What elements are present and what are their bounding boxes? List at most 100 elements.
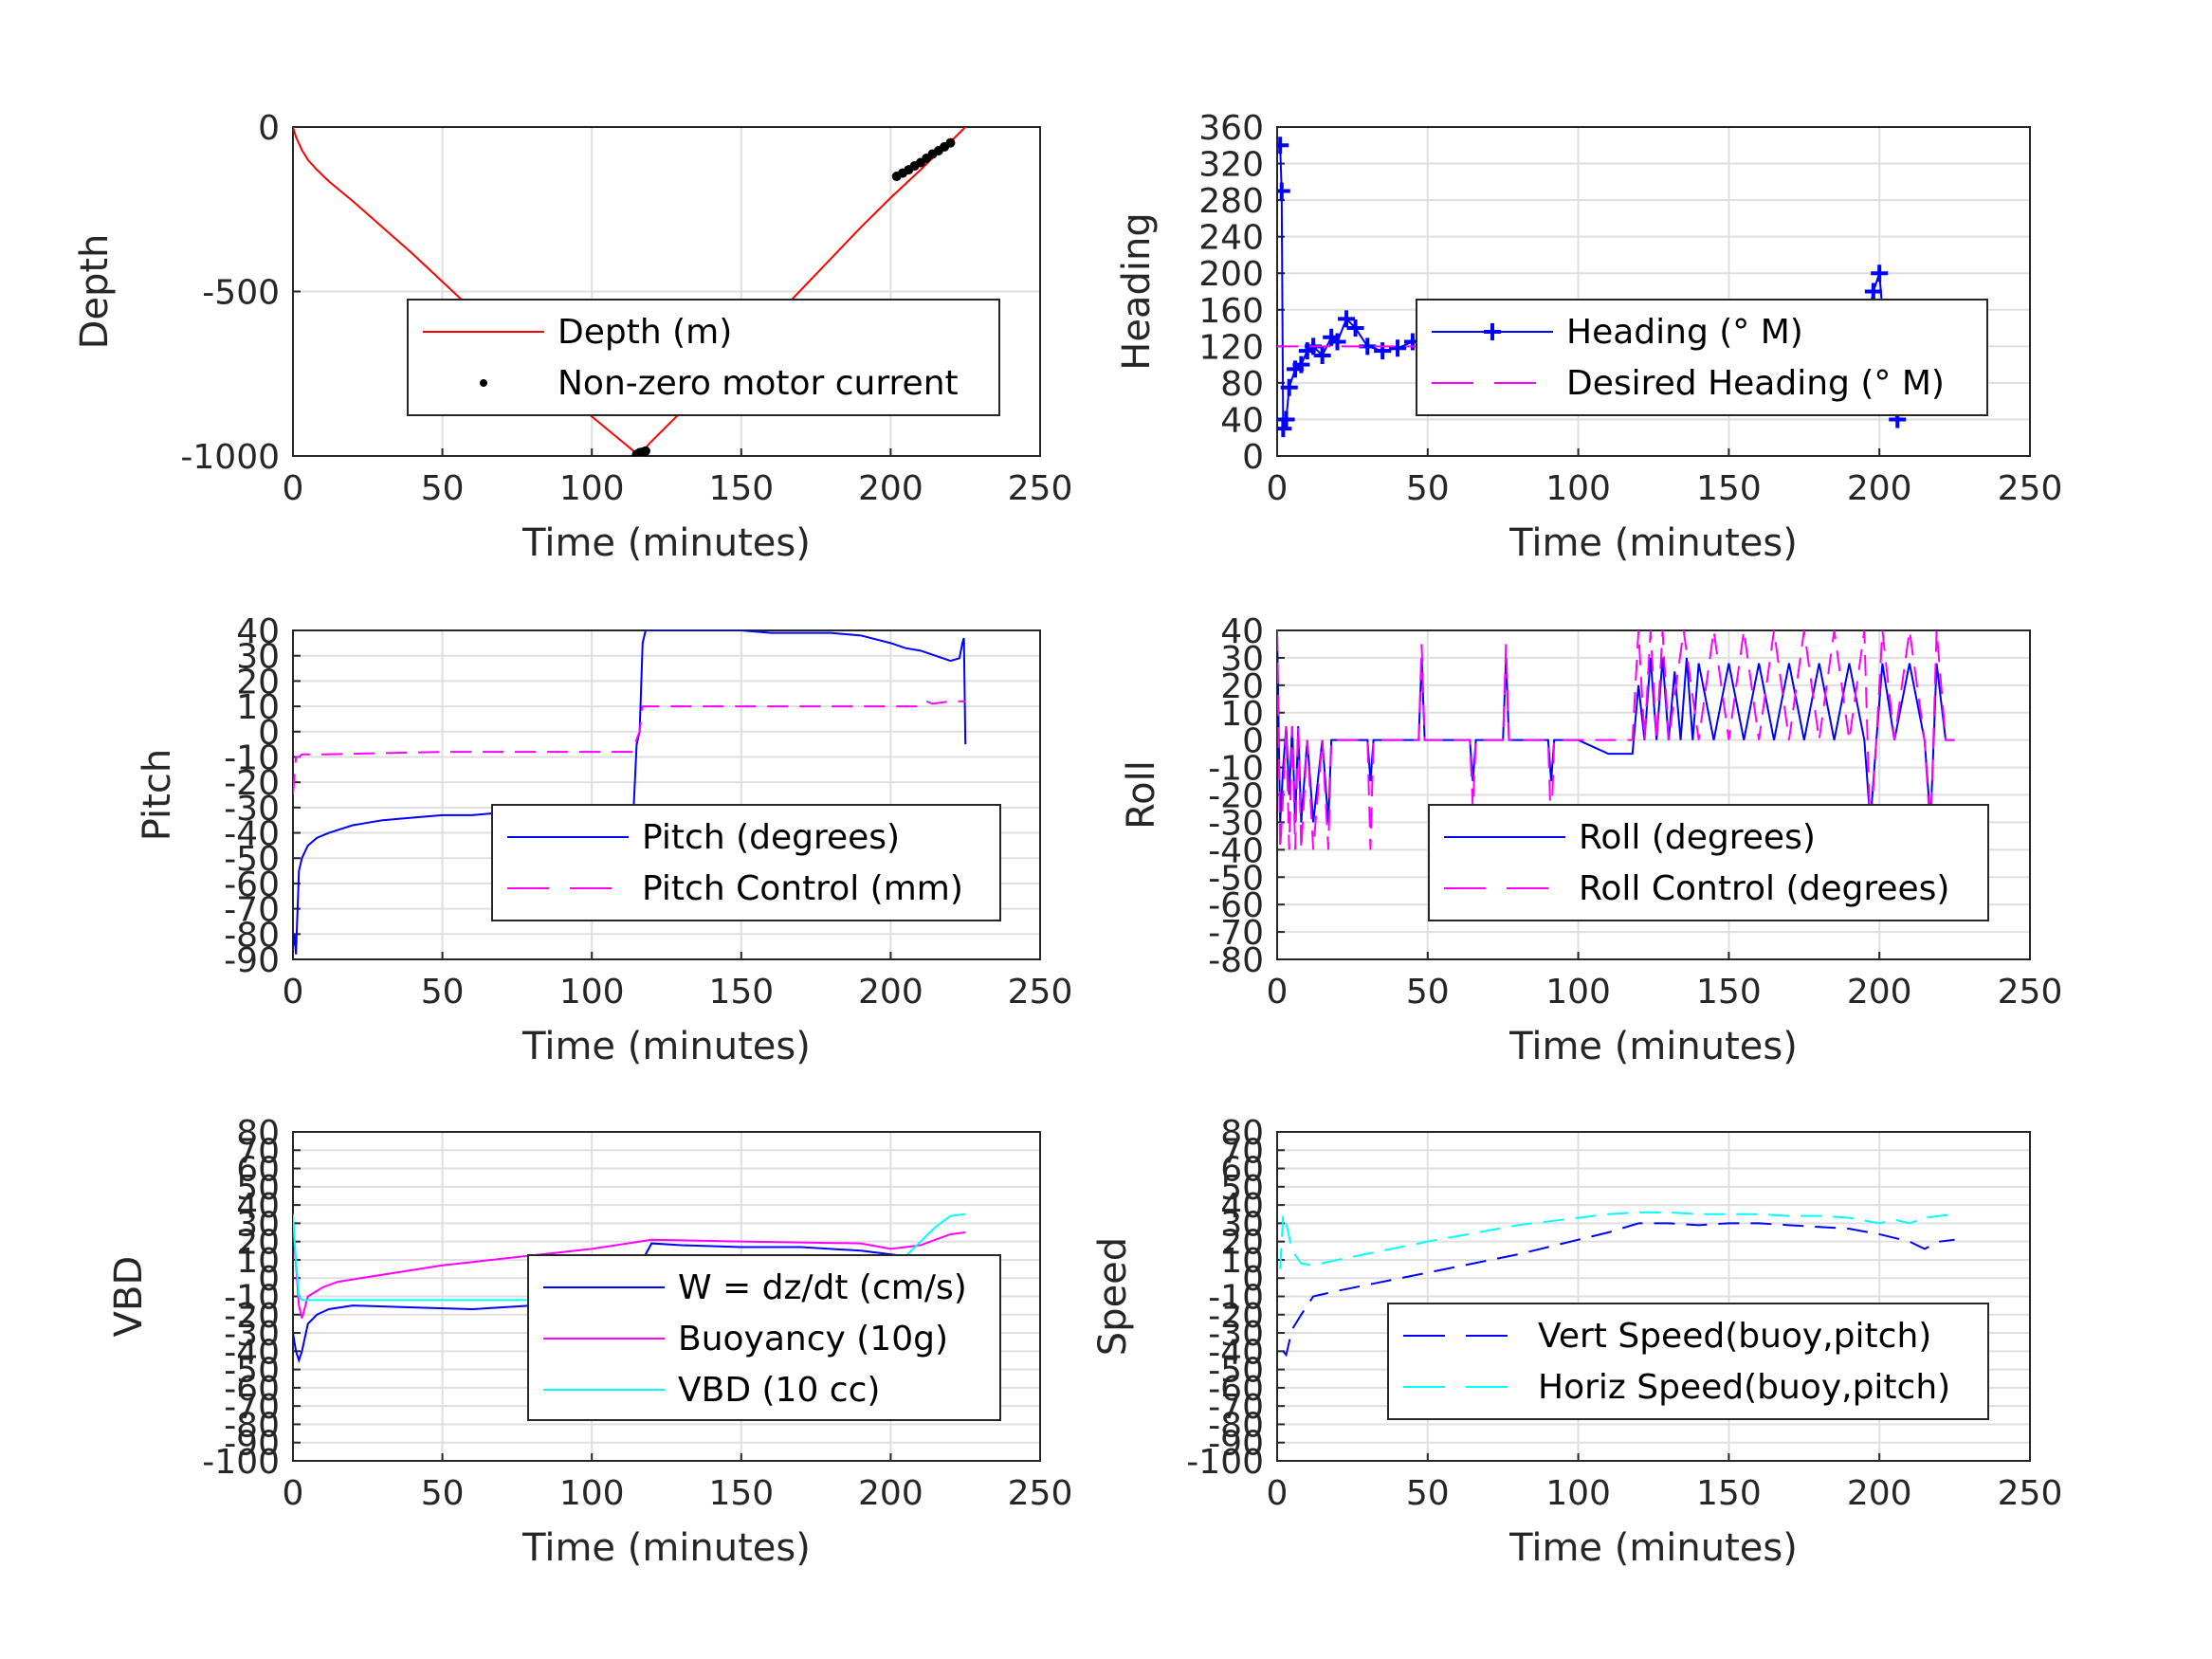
legend-label: VBD (10 cc) — [678, 1371, 880, 1410]
legend-box — [407, 299, 1000, 416]
y-tick-label: -1000 — [180, 438, 280, 477]
y-tick-label: 10 — [236, 1242, 280, 1281]
plus-marker — [1292, 356, 1310, 374]
x-tick-label: 200 — [858, 973, 923, 1012]
y-tick-label: -40 — [1208, 1333, 1264, 1372]
y-tick-label: 40 — [1220, 1187, 1264, 1226]
y-tick-label: 320 — [1198, 146, 1264, 185]
series-group — [293, 630, 967, 955]
x-tick-label: 50 — [421, 1474, 465, 1513]
series-line — [1277, 630, 1955, 823]
y-axis-label: Roll — [1120, 760, 1163, 830]
x-axis-label: Time (minutes) — [1508, 1526, 1798, 1570]
series-line — [1282, 1222, 1955, 1358]
legend-label: Buoyancy (10g) — [678, 1320, 948, 1358]
plus-marker — [1871, 264, 1889, 283]
y-tick-label: 20 — [236, 1224, 280, 1263]
x-tick-label: 150 — [708, 973, 774, 1012]
legend-box — [1416, 299, 1988, 416]
series-group — [293, 127, 966, 456]
y-tick-label: 70 — [1220, 1132, 1264, 1171]
y-tick-label: 0 — [1242, 438, 1264, 477]
y-tick-label: -20 — [224, 764, 280, 803]
y-tick-label: -60 — [1208, 1370, 1264, 1409]
x-axis-label: Time (minutes) — [521, 1025, 811, 1068]
series-group — [1279, 1211, 1955, 1358]
legend: W = dz/dt (cm/s) Buoyancy (10g) VBD (10 cc… — [527, 1254, 1001, 1421]
legend-swatch — [480, 379, 487, 387]
y-tick-label: 80 — [1220, 1114, 1264, 1153]
x-tick-label: 50 — [1406, 973, 1450, 1012]
y-axis-label: Pitch — [136, 749, 179, 841]
chart-panel-1: 0 50 100 150 200 250 -1000 -500 0 Time (minutes) D… — [73, 109, 1072, 565]
x-axis-label: Time (minutes) — [521, 1526, 811, 1570]
legend-label: Horiz Speed(buoy,pitch) — [1538, 1368, 1950, 1407]
x-tick-label: 0 — [283, 1474, 304, 1513]
y-axis-label: Depth — [73, 234, 117, 350]
y-tick-label: -10 — [224, 1279, 280, 1318]
legend-label: Vert Speed(buoy,pitch) — [1538, 1317, 1931, 1356]
y-tick-label: 160 — [1198, 292, 1264, 331]
y-tick-label: 30 — [1220, 1205, 1264, 1244]
x-tick-label: 150 — [1696, 973, 1762, 1012]
legend-box — [491, 804, 1001, 921]
y-tick-label: -40 — [224, 815, 280, 854]
y-tick-label: -10 — [224, 738, 280, 777]
x-tick-label: 0 — [1267, 469, 1289, 508]
x-tick-label: 100 — [559, 1474, 625, 1513]
legend-label: Pitch Control (mm) — [642, 869, 963, 908]
plus-marker — [1277, 137, 1289, 155]
x-tick-label: 50 — [421, 973, 465, 1012]
data-point — [640, 446, 650, 456]
y-tick-label: 10 — [1220, 695, 1264, 734]
series-line — [1277, 630, 1955, 850]
x-tick-label: 250 — [1008, 973, 1073, 1012]
legend: Heading (° M) Desired Heading (° M) — [1416, 299, 1988, 416]
y-tick-label: 40 — [236, 612, 280, 651]
y-tick-label: 20 — [1220, 1224, 1264, 1263]
legend-box — [1428, 804, 1989, 921]
chart-panel-2: 0 50 100 150 200 2500408012016020024028032036… — [1115, 109, 2062, 565]
series-group — [1277, 630, 1955, 850]
x-tick-label: 100 — [1545, 1474, 1611, 1513]
y-tick-label: 0 — [258, 109, 280, 148]
chart-panel-4: 0 50 100 150 200 250-80-70-60-50-40-30-20-100… — [1120, 612, 2062, 1068]
y-tick-label: -90 — [1208, 1425, 1264, 1464]
plot-frame — [1276, 126, 2031, 457]
y-tick-label: -80 — [1208, 941, 1264, 980]
y-tick-label: 10 — [236, 688, 280, 727]
x-tick-label: 0 — [283, 469, 304, 508]
x-tick-label: 50 — [1406, 1474, 1450, 1513]
x-tick-label: 0 — [1267, 973, 1289, 1012]
x-tick-label: 250 — [1998, 973, 2063, 1012]
plot-frame — [292, 126, 1041, 457]
y-tick-label: -90 — [224, 1425, 280, 1464]
plus-marker — [1280, 378, 1298, 396]
plus-marker — [1277, 410, 1295, 428]
y-tick-label: 240 — [1198, 219, 1264, 258]
y-tick-label: 80 — [1220, 365, 1264, 404]
y-tick-label: 20 — [1220, 667, 1264, 706]
y-tick-label: 40 — [1220, 612, 1264, 651]
x-tick-label: 0 — [1267, 1474, 1289, 1513]
series-line — [293, 1223, 966, 1319]
x-tick-label: 200 — [858, 1474, 923, 1513]
plus-marker — [1313, 346, 1331, 364]
plot-frame — [1276, 1131, 2031, 1462]
y-tick-label: -20 — [1208, 777, 1264, 816]
x-tick-label: 200 — [1847, 469, 1912, 508]
x-tick-label: 100 — [1545, 469, 1611, 508]
plus-marker — [1346, 319, 1364, 337]
y-tick-label: 40 — [1220, 401, 1264, 440]
y-tick-label: 0 — [1242, 722, 1264, 761]
x-tick-label: 150 — [1696, 1474, 1762, 1513]
y-tick-label: 360 — [1198, 109, 1264, 148]
chart-panel-3: 0 50 100 150 200 250-90-80-70-60-50-40-30-20-… — [136, 612, 1072, 1068]
y-tick-label: -30 — [224, 790, 280, 829]
y-tick-label: 30 — [1220, 640, 1264, 679]
x-tick-label: 0 — [283, 973, 304, 1012]
y-tick-label: 0 — [1242, 1260, 1264, 1299]
legend-label: Roll Control (degrees) — [1579, 869, 1949, 908]
y-tick-label: -80 — [224, 916, 280, 955]
